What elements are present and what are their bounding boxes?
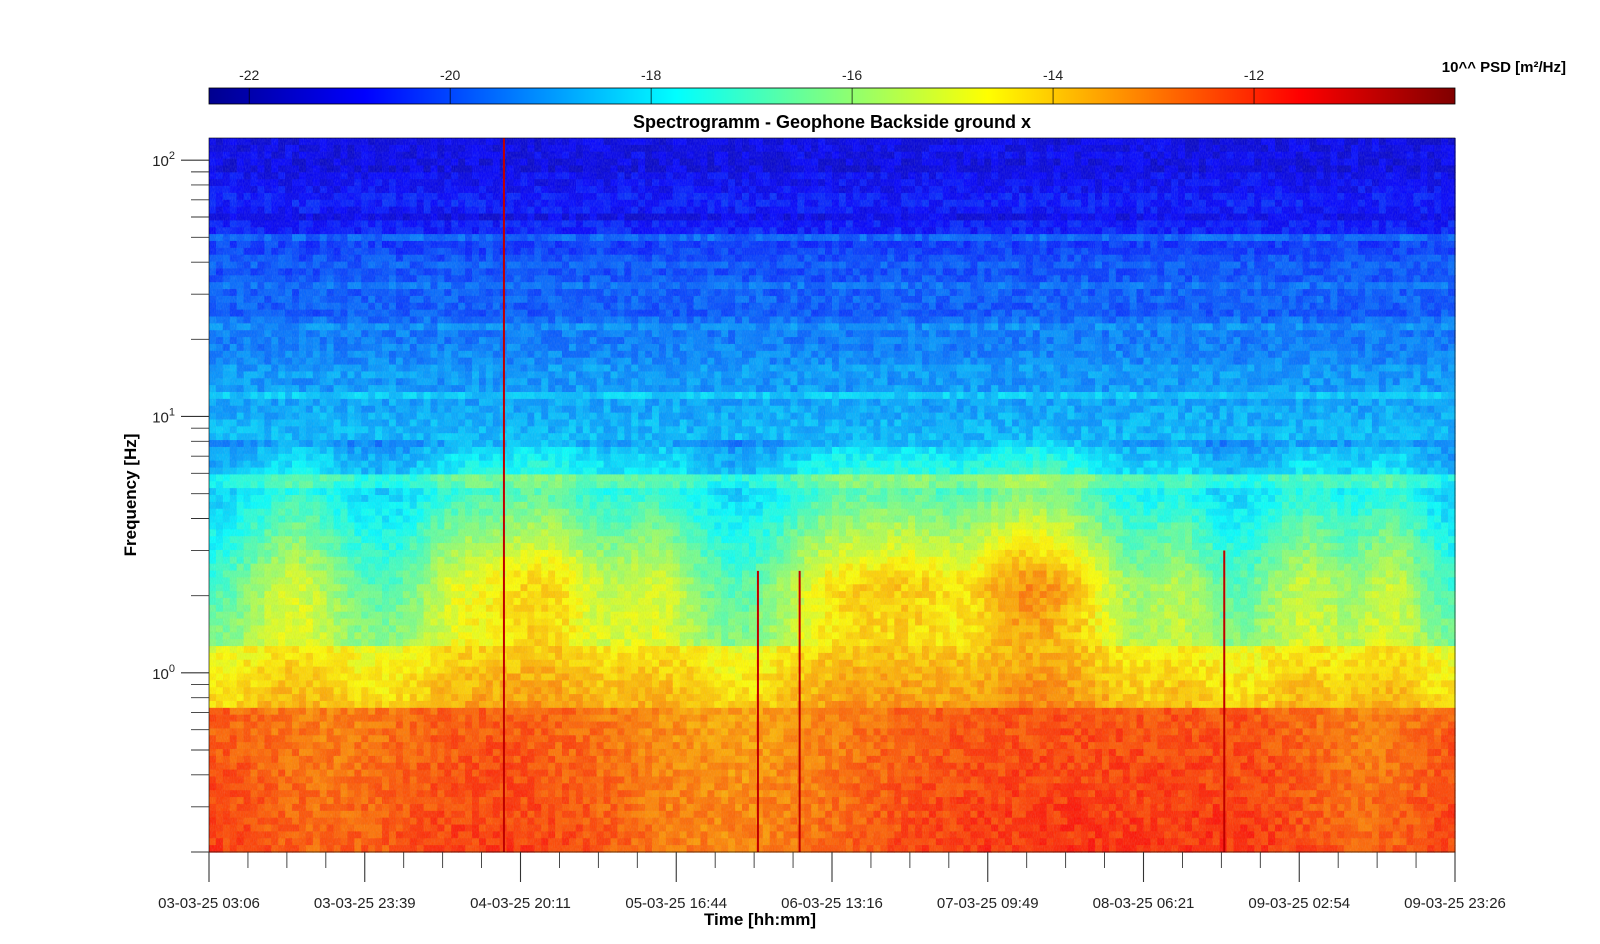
colorbar-tick-label: -20 (440, 67, 460, 83)
colorbar-unit-label: 10^^ PSD [m²/Hz] (1442, 59, 1566, 76)
colorbar-tick-label: -14 (1043, 67, 1063, 83)
colorbar-tick-label: -22 (239, 67, 259, 83)
colorbar-ticks: -22 -20 -18 -16 -14 -12 (239, 67, 1264, 104)
colorbar-gradient (208, 87, 1456, 105)
spectrogram-plot (208, 137, 1456, 853)
colorbar-tick-label: -16 (842, 67, 862, 83)
colorbar-tick-label: -12 (1244, 67, 1264, 83)
chart-title: Spectrogramm - Geophone Backside ground … (633, 112, 1031, 132)
colorbar: -22 -20 -18 -16 -14 -12 10^^ PSD [m²/Hz] (208, 59, 1566, 105)
colorbar-tick-label: -18 (641, 67, 661, 83)
